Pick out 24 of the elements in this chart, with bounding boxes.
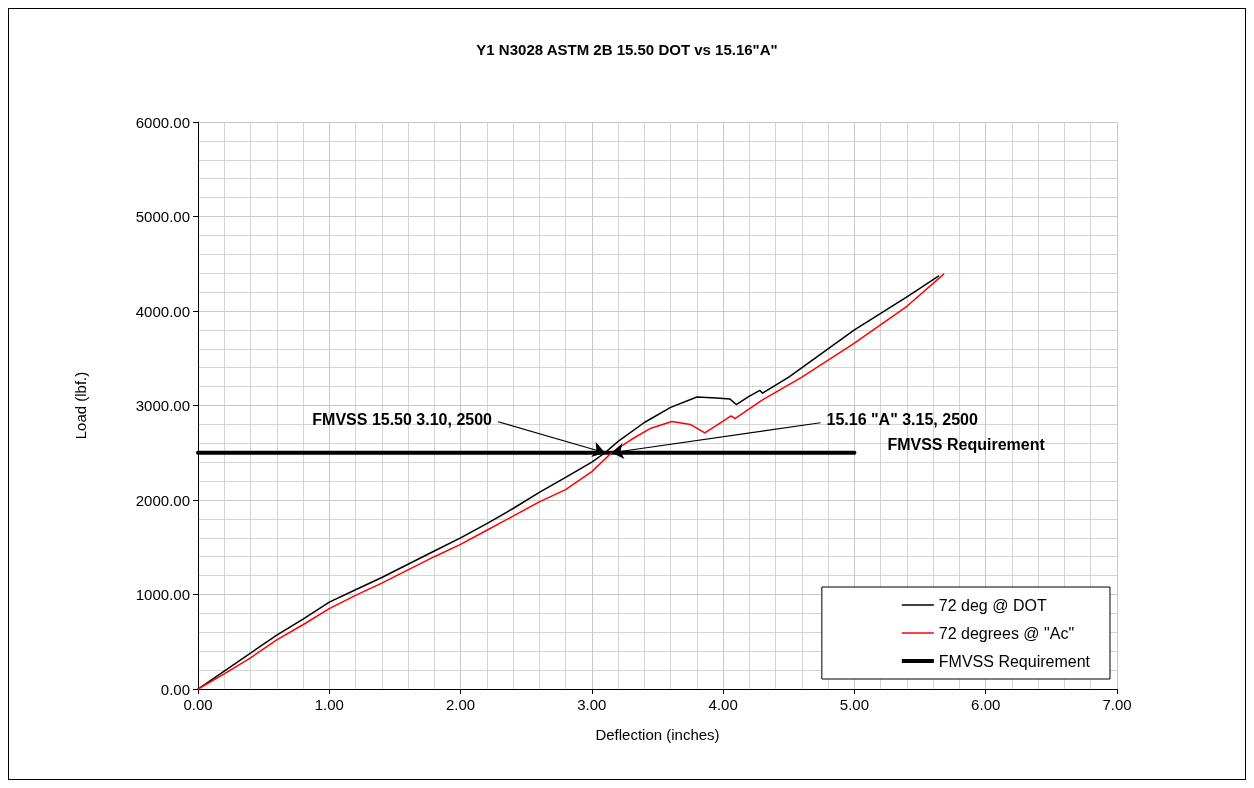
x-tick-label: 1.00 bbox=[314, 696, 344, 713]
y-tick-label: 0.00 bbox=[160, 680, 190, 698]
legend-label: 72 degrees @ "Ac" bbox=[938, 624, 1075, 642]
x-tick-label: 5.00 bbox=[839, 696, 870, 713]
x-tick-label: 0.00 bbox=[183, 696, 213, 713]
y-tick-label: 5000.00 bbox=[135, 208, 190, 225]
legend-label: 72 deg @ DOT bbox=[938, 596, 1047, 614]
y-tick-label: 1000.00 bbox=[135, 586, 190, 603]
legend-label: FMVSS Requirement bbox=[938, 652, 1091, 670]
x-tick-label: 6.00 bbox=[971, 696, 1001, 713]
y-tick-label: 4000.00 bbox=[135, 302, 190, 320]
y-axis-title: Load (lbf.) bbox=[72, 371, 89, 440]
x-tick-label: 2.00 bbox=[445, 696, 476, 713]
y-tick-label: 3000.00 bbox=[135, 397, 190, 414]
chart-title: Y1 N3028 ASTM 2B 15.50 DOT vs 15.16"A" bbox=[476, 41, 778, 58]
y-tick-label: 6000.00 bbox=[135, 113, 190, 131]
x-tick-label: 4.00 bbox=[708, 696, 738, 713]
x-tick-label: 7.00 bbox=[1102, 696, 1132, 713]
annotation: 15.16 "A" 3.15, 2500 bbox=[826, 411, 978, 429]
annotation: FMVSS Requirement bbox=[887, 436, 1046, 454]
y-tick-label: 2000.00 bbox=[135, 491, 190, 509]
x-axis-title: Deflection (inches) bbox=[595, 726, 720, 743]
annotation: FMVSS 15.50 3.10, 2500 bbox=[312, 411, 493, 429]
x-tick-label: 3.00 bbox=[577, 696, 607, 713]
